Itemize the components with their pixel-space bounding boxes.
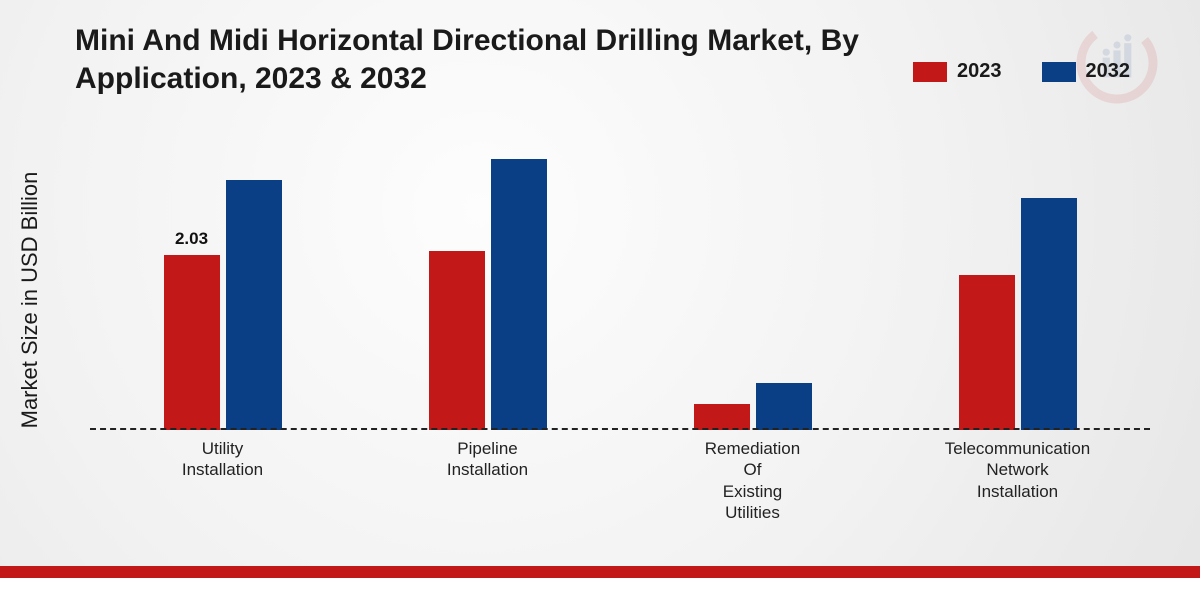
bar-2023-pipeline (429, 251, 485, 430)
x-label-3: Telecommunication Network Installation (885, 438, 1150, 530)
bar-2032-remediation (756, 383, 812, 430)
footer-bar (0, 578, 1200, 600)
legend-swatch-2023 (913, 62, 947, 82)
bar-groups: 2.03 (90, 120, 1150, 430)
plot-area: 2.03 Utility Installation Pipeline Insta… (90, 120, 1150, 530)
x-axis-labels: Utility Installation Pipeline Installati… (90, 430, 1150, 530)
bar-2032-utility (226, 180, 282, 430)
bar-2023-utility (164, 255, 220, 430)
bar-2032-pipeline (491, 159, 547, 430)
x-label-0: Utility Installation (90, 438, 355, 530)
bar-2023-telecom (959, 275, 1015, 430)
bar-group-1 (355, 120, 620, 430)
bar-group-0: 2.03 (90, 120, 355, 430)
legend-label-2032: 2032 (1086, 60, 1131, 83)
legend-item-2023: 2023 (913, 60, 1002, 83)
bar-2023-remediation (694, 404, 750, 430)
bar-2032-telecom (1021, 198, 1077, 431)
chart-title: Mini And Midi Horizontal Directional Dri… (75, 22, 960, 97)
y-axis-label: Market Size in USD Billion (17, 172, 43, 429)
x-label-1: Pipeline Installation (355, 438, 620, 530)
legend: 2023 2032 (913, 60, 1130, 83)
footer-stripe (0, 566, 1200, 578)
legend-item-2032: 2032 (1042, 60, 1131, 83)
bar-group-3 (885, 120, 1150, 430)
legend-swatch-2032 (1042, 62, 1076, 82)
legend-label-2023: 2023 (957, 60, 1002, 83)
value-label-0: 2.03 (175, 229, 208, 249)
bar-group-2 (620, 120, 885, 430)
x-label-2: Remediation Of Existing Utilities (620, 438, 885, 530)
